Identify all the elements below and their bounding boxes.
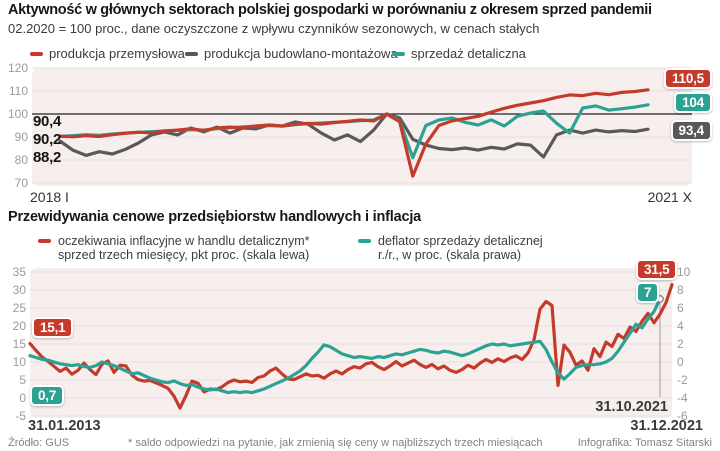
y-tick: 30	[12, 283, 26, 297]
legend-label: produkcja budowlano-montażowa	[204, 46, 398, 61]
chart1-subtitle: 02.2020 = 100 proc., dane oczyszczone z …	[8, 21, 540, 36]
chart1-y-axis: 120 110 100 90 80 70	[0, 57, 28, 195]
legend-label-line2: sprzed trzech miesięcy, pkt proc. (skala…	[58, 248, 310, 262]
y-tick: 8	[677, 283, 684, 297]
y-tick: 80	[14, 152, 28, 167]
y-tick: 70	[14, 175, 28, 190]
credit-note: Infografika: Tomasz Sitarski	[577, 437, 712, 449]
y-tick: 10	[12, 355, 26, 369]
legend-label-line2: r./r., w proc. (skala prawa)	[378, 248, 522, 262]
y-tick: 110	[8, 83, 28, 98]
y-tick: 25	[12, 301, 26, 315]
y-tick: 35	[12, 265, 26, 279]
chart1-plot-area	[32, 68, 692, 186]
y-tick: 15	[12, 337, 26, 351]
chart1-x-start-label: 2018 I	[30, 189, 69, 205]
chart2-right-axis: 10 8 6 4 2 0 -2 -4 -6	[677, 263, 707, 425]
y-tick: -5	[15, 409, 26, 423]
chart2-legend-item-expectations: oczekiwania inflacyjne w handlu detalicz…	[38, 234, 310, 262]
chart2-annotation-label: 31.10.2021	[595, 399, 668, 415]
y-tick: 0	[19, 391, 26, 405]
y-tick: 6	[677, 301, 684, 315]
y-tick: 2	[677, 337, 684, 351]
legend-label: oczekiwania inflacyjne w handlu detalicz…	[58, 234, 310, 262]
legend-swatch-gray-icon	[185, 51, 198, 56]
legend-label: produkcja przemysłowa	[49, 46, 185, 61]
chart1-start-value-construction: 88,2	[33, 149, 61, 166]
series-line-deflator-sprzedazy	[28, 297, 662, 395]
legend-label: sprzedaż detaliczna	[411, 46, 526, 61]
legend-swatch-teal-icon	[392, 51, 405, 56]
chart1-start-value-industrial: 90,4	[33, 113, 61, 130]
chart2-left-axis: 35 30 25 20 15 10 5 0 -5	[0, 263, 26, 425]
chart1-title: Aktywność w głównych sektorach polskiej …	[8, 2, 652, 18]
legend-label-line1: oczekiwania inflacyjne w handlu detalicz…	[58, 234, 310, 248]
chart1-legend-item-retail: sprzedaż detaliczna	[392, 46, 526, 61]
chart1-end-badge-retail: 104	[674, 92, 712, 113]
chart1-legend-item-construction: produkcja budowlano-montażowa	[185, 46, 398, 61]
y-tick: 120	[7, 60, 28, 75]
legend-swatch-red-icon	[30, 51, 43, 56]
chart1-legend-item-industrial: produkcja przemysłowa	[30, 46, 185, 61]
chart2-legend-item-deflator: deflator sprzedaży detalicznej r./r., w …	[358, 234, 543, 262]
chart2-title: Przewidywania cenowe przedsiębiorstw han…	[8, 209, 422, 225]
y-tick: 0	[677, 355, 684, 369]
legend-label: deflator sprzedaży detalicznej r./r., w …	[378, 234, 543, 262]
chart2-start-badge-expectations: 15,1	[32, 317, 74, 338]
y-tick: 100	[7, 106, 28, 121]
chart2-end-badge-expectations: 31,5	[636, 259, 678, 280]
chart2-x-end-label: 31.12.2021	[630, 418, 703, 434]
chart2-end-badge-deflator: 7	[636, 282, 660, 303]
chart1-gridlines	[32, 67, 692, 184]
chart1-x-end-label: 2021 X	[647, 189, 692, 205]
legend-label-line1: deflator sprzedaży detalicznej	[378, 234, 543, 248]
y-tick: -6	[677, 409, 688, 423]
series-line-produkcja-przemyslowa	[58, 88, 650, 178]
source-note: Źródło: GUS	[8, 437, 70, 449]
legend-swatch-red-icon	[38, 239, 51, 243]
y-tick: 90	[14, 129, 28, 144]
footnote: * saldo odpowiedzi na pytanie, jak zmien…	[128, 437, 543, 449]
chart2-x-start-label: 31.01.2013	[28, 418, 101, 434]
chart2-start-badge-deflator: 0,7	[30, 385, 65, 406]
chart1-end-badge-construction: 93,4	[670, 120, 712, 141]
y-tick: 4	[677, 319, 684, 333]
y-tick: -4	[677, 391, 688, 405]
y-tick: 20	[12, 319, 26, 333]
series-line-oczekiwania-inflacyjne	[28, 283, 674, 410]
y-tick: 5	[19, 373, 26, 387]
chart1-start-value-retail: 90,2	[33, 131, 61, 148]
y-tick: 10	[677, 265, 691, 279]
chart1-end-badge-industrial: 110,5	[663, 68, 712, 89]
y-tick: -2	[677, 373, 688, 387]
legend-swatch-teal-icon	[358, 239, 371, 243]
